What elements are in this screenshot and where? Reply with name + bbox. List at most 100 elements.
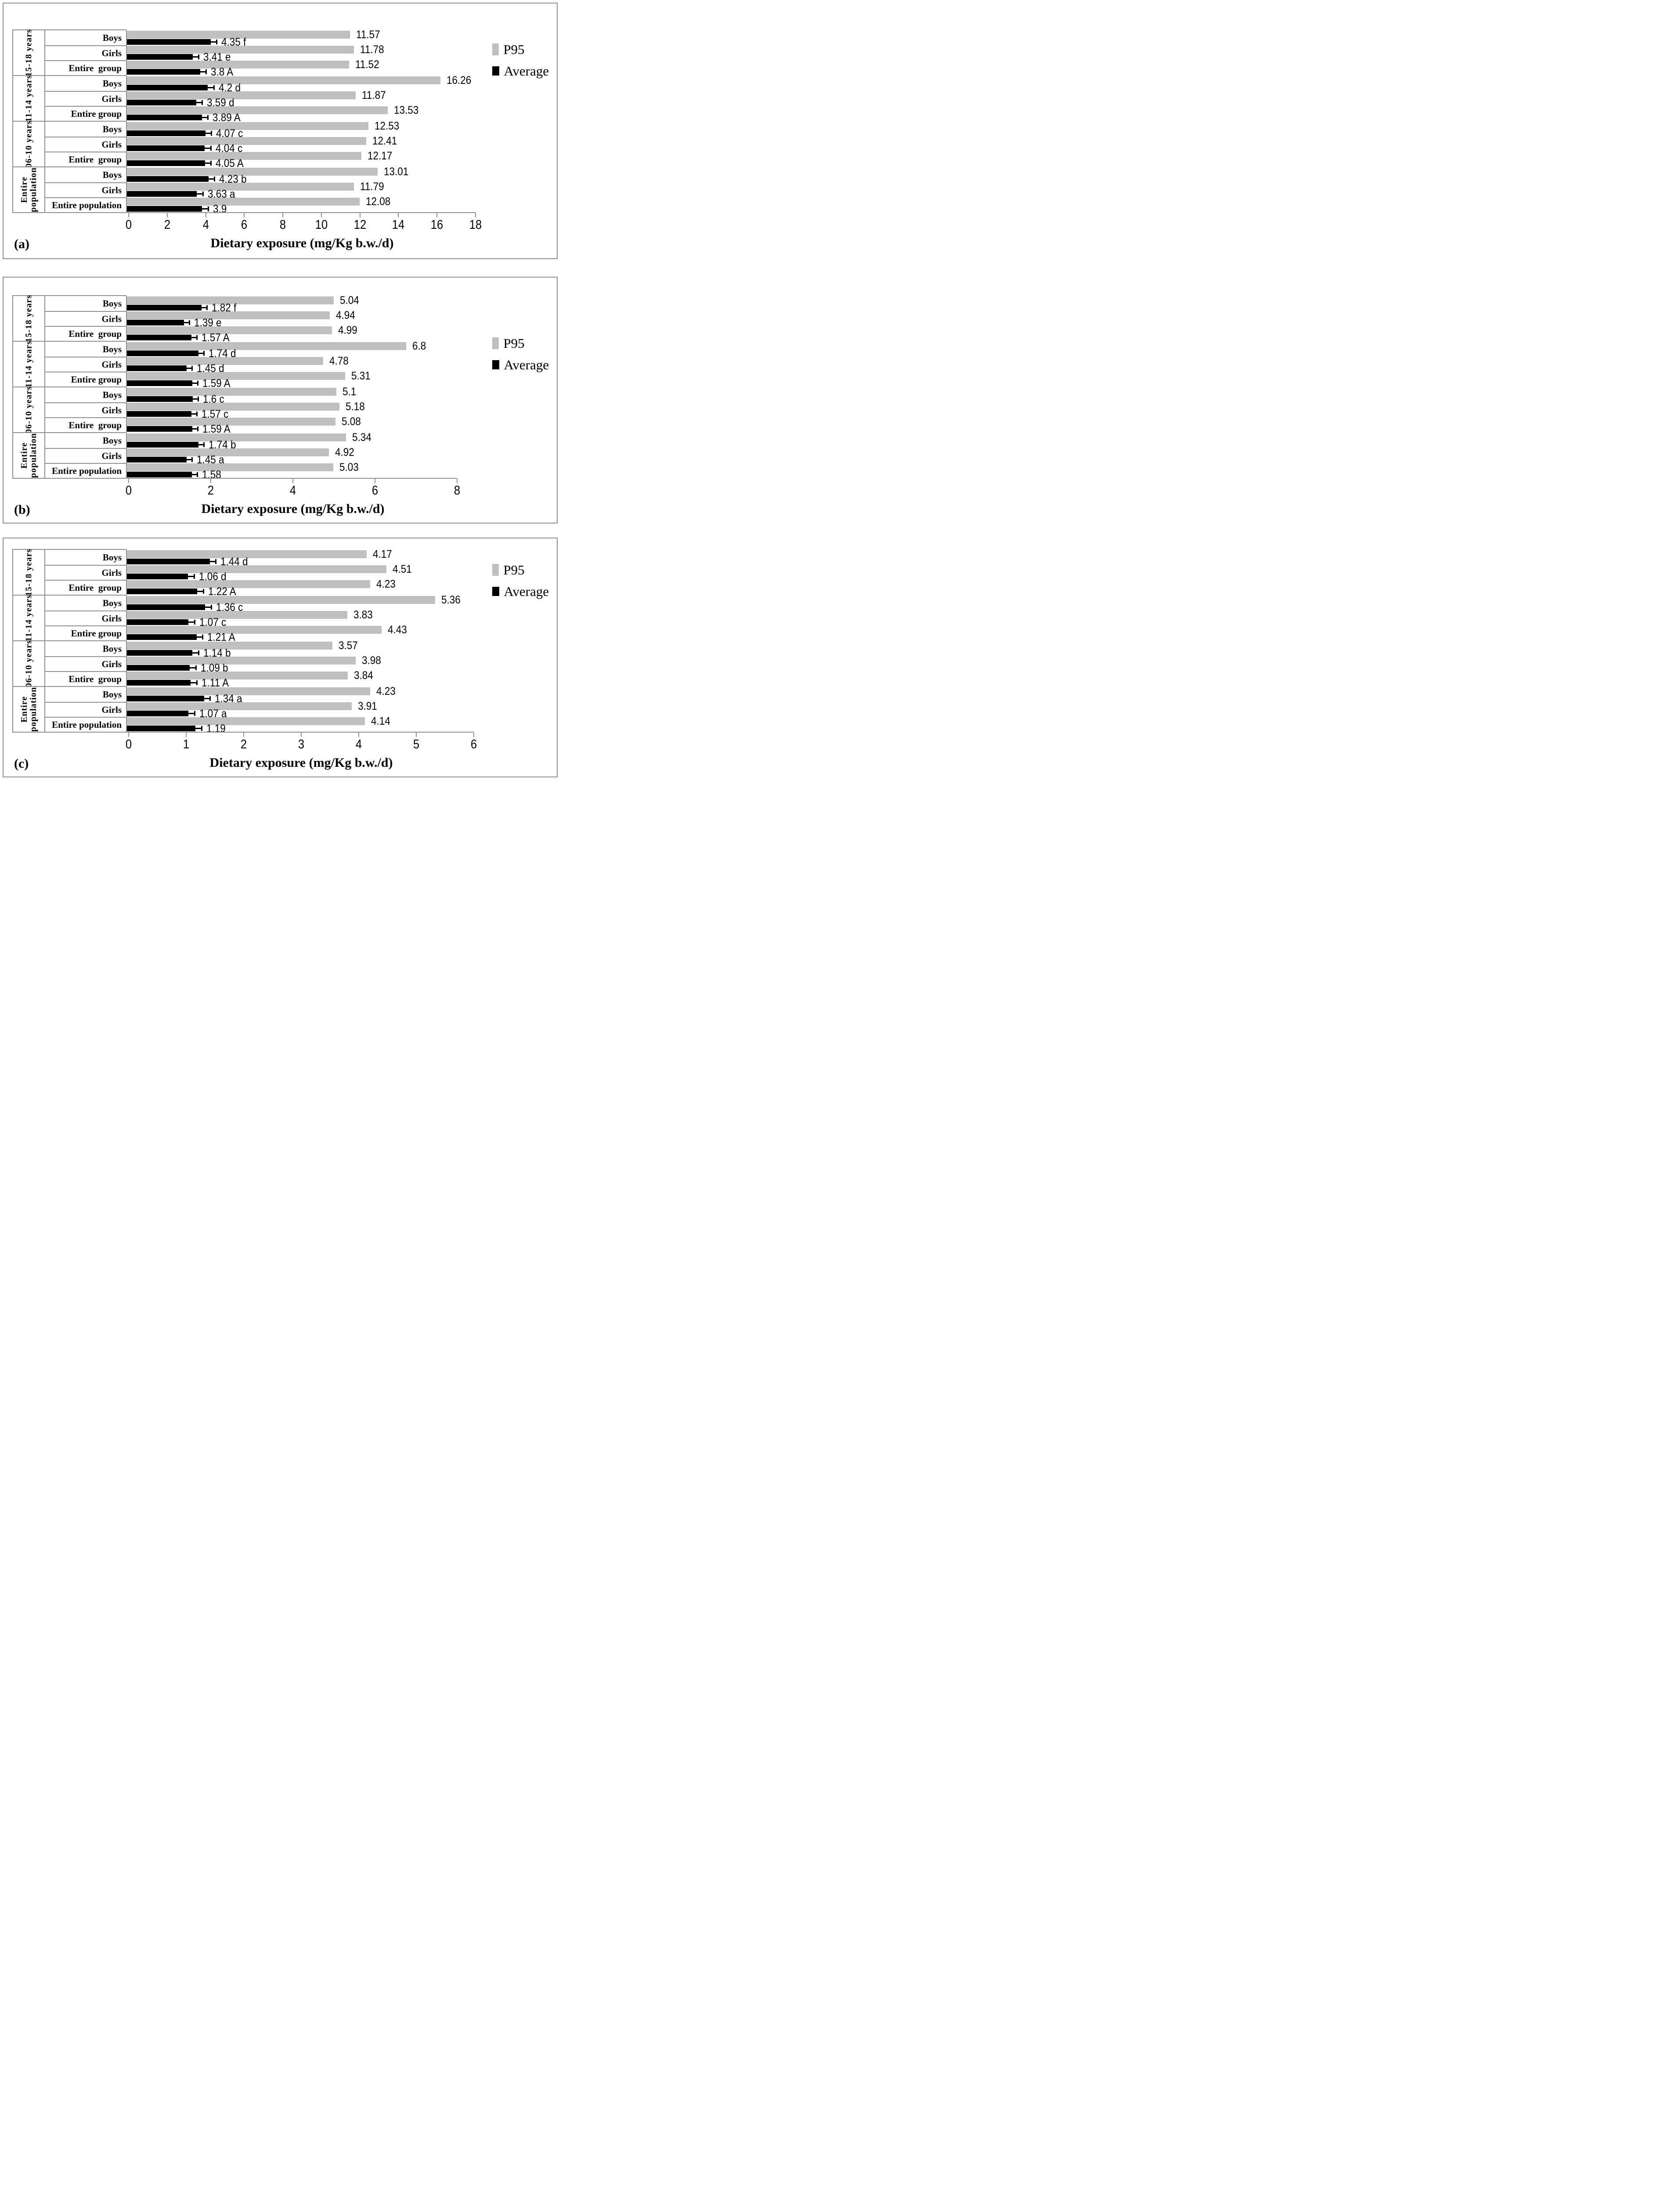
p95-bar xyxy=(127,46,354,54)
group-label-text: Entire population xyxy=(19,167,38,212)
legend: P95 Average xyxy=(492,336,549,372)
row-plot: 4.99 1.57 A xyxy=(127,324,455,343)
average-value-label: 1.07 c xyxy=(199,616,227,628)
group-label: 11-14 years xyxy=(12,75,44,122)
group-label-line: Entire xyxy=(19,442,29,469)
p95-value-label: 5.08 xyxy=(341,415,361,428)
x-axis: 0 2 4 6 8 10 12 14 16 18 xyxy=(12,212,557,233)
group-label-line: 15-18 years xyxy=(24,294,33,343)
category-label-text: Girls xyxy=(101,704,122,715)
average-value-label: 1.07 a xyxy=(199,708,227,720)
plot-column: 5.36 1.36 c 3.83 1.07 c 4.43 1.21 A xyxy=(126,595,472,643)
error-bar xyxy=(198,605,213,610)
category-column: Boys Girls Entire group xyxy=(44,295,126,341)
axis-tick xyxy=(398,213,399,217)
p95-legend-swatch xyxy=(492,43,499,55)
axis-tick-label: 6 xyxy=(371,484,379,498)
x-axis-ticks xyxy=(128,213,476,217)
p95-value-label: 4.43 xyxy=(388,624,407,636)
axis-tick-label: 8 xyxy=(279,218,286,232)
group-label: 15-18 years xyxy=(12,294,44,343)
row-plot: 5.1 1.6 c xyxy=(127,386,455,405)
plot-column: 4.23 1.34 a 3.91 1.07 a 4.14 1.19 xyxy=(126,686,472,734)
error-bar xyxy=(185,412,198,416)
p95-bar xyxy=(127,198,360,206)
category-label-text: Boys xyxy=(102,123,122,134)
p95-bar xyxy=(127,672,348,679)
chart-area: P95 Average 15-18 years Boys Girls Entire g… xyxy=(4,29,557,233)
average-value-label: 3.8 A xyxy=(211,66,234,78)
panel-footer: (c) Dietary exposure (mg/Kg b.w./d) xyxy=(4,753,557,777)
error-bar xyxy=(185,335,198,340)
group-label-text: 11-14 years xyxy=(24,594,33,641)
error-bar xyxy=(186,426,198,431)
category-label-text: Boys xyxy=(102,597,122,608)
category-column: Boys Girls Entire group xyxy=(44,386,126,432)
average-bar xyxy=(127,39,211,45)
category-label-text: Entire group xyxy=(71,628,122,639)
plot-column: 12.53 4.07 c 12.41 4.04 c 12.17 4.05 A xyxy=(126,121,474,169)
row-plot: 5.34 1.74 b xyxy=(127,432,455,451)
row-group: Entire population Boys Girls Entire populati… xyxy=(12,686,557,734)
category-label: Boys xyxy=(45,167,126,182)
average-value-label: 4.35 f xyxy=(221,36,246,48)
p95-bar xyxy=(127,626,382,634)
row-plot: 11.78 3.41 e xyxy=(127,44,474,63)
error-bar xyxy=(193,69,207,74)
p95-bar xyxy=(127,342,406,350)
p95-value-label: 3.57 xyxy=(338,639,358,652)
p95-bar xyxy=(127,418,335,426)
category-label-text: Boys xyxy=(102,298,122,309)
x-axis-ticks xyxy=(128,479,458,483)
category-label-text: Entire group xyxy=(68,154,122,165)
category-label-text: Entire population xyxy=(52,199,122,210)
category-label-text: Boys xyxy=(102,78,122,89)
p95-legend-label: P95 xyxy=(503,336,525,351)
group-label-line: 11-14 years xyxy=(24,75,33,122)
average-bar xyxy=(127,634,197,640)
group-label: 11-14 years xyxy=(12,340,44,388)
axis-tick-label: 8 xyxy=(454,484,461,498)
category-label: Girls xyxy=(45,656,126,671)
axis-tick-label: 5 xyxy=(413,737,420,751)
category-label: Girls xyxy=(45,311,126,326)
error-bar xyxy=(185,650,200,655)
category-label: Girls xyxy=(45,702,126,717)
category-label-text: Entire group xyxy=(68,62,122,73)
row-plot: 3.83 1.07 c xyxy=(127,610,472,628)
p95-value-label: 12.41 xyxy=(372,135,397,147)
row-plot: 6.8 1.74 d xyxy=(127,341,455,359)
axis-tick xyxy=(359,213,361,217)
category-label: Entire population xyxy=(45,463,126,478)
average-bar xyxy=(127,100,196,105)
group-label-line: population xyxy=(28,433,38,478)
group-label: 06-10 years xyxy=(12,386,44,433)
average-value-label: 1.6 c xyxy=(202,393,224,405)
group-label-text: 11-14 years xyxy=(24,340,33,387)
row-plot: 5.08 1.59 A xyxy=(127,415,455,435)
average-bar xyxy=(127,665,190,671)
category-label: Boys xyxy=(45,296,126,311)
p95-bar xyxy=(127,122,368,130)
p95-legend-swatch xyxy=(492,564,499,576)
p95-value-label: 4.99 xyxy=(338,324,357,336)
plot-column: 4.17 1.44 d 4.51 1.06 d 4.23 1.22 A xyxy=(126,549,472,597)
category-label: Entire group xyxy=(45,152,126,166)
category-label-text: Entire population xyxy=(52,719,122,730)
p95-value-label: 12.08 xyxy=(366,195,391,208)
category-column: Boys Girls Entire group xyxy=(44,549,126,595)
average-bar xyxy=(127,85,208,90)
error-bar xyxy=(198,131,212,136)
category-label-text: Girls xyxy=(101,184,122,195)
average-bar xyxy=(127,365,187,371)
error-bar xyxy=(198,146,212,151)
average-value-label: 1.39 e xyxy=(194,317,222,329)
x-axis-title: Dietary exposure (mg/Kg b.w./d) xyxy=(209,755,393,770)
chart-area: P95 Average 15-18 years Boys Girls Entire g… xyxy=(4,295,557,499)
average-bar xyxy=(127,559,210,564)
average-value-label: 1.57 c xyxy=(201,408,229,420)
average-bar xyxy=(127,176,209,182)
axis-tick xyxy=(205,213,206,217)
p95-bar xyxy=(127,433,346,441)
category-label: Entire group xyxy=(45,372,126,386)
